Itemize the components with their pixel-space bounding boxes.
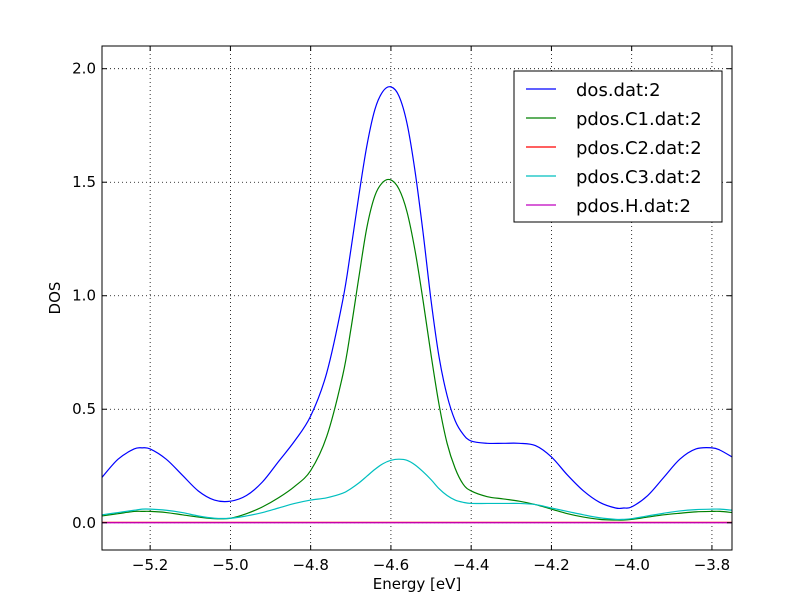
- x-tick-label: −5.2: [132, 556, 168, 574]
- y-tick-label: 1.5: [72, 173, 96, 191]
- series-line-dos-dat-2: [102, 86, 732, 510]
- x-tick-label: −4.0: [613, 556, 649, 574]
- x-tick-label: −4.6: [373, 556, 409, 574]
- legend-label: pdos.H.dat:2: [576, 196, 691, 217]
- x-axis-ticks: −5.2 −5.0 −4.8 −4.6 −4.4 −4.2 −4.0 −3.8: [132, 46, 730, 574]
- x-tick-label: −4.4: [453, 556, 489, 574]
- plot-frame: [101, 45, 733, 551]
- y-tick-label: 0.0: [72, 514, 96, 532]
- legend-label: pdos.C3.dat:2: [576, 167, 702, 188]
- legend-label: dos.dat:2: [576, 80, 661, 101]
- series-lines: [102, 86, 732, 524]
- x-tick-label: −5.0: [212, 556, 248, 574]
- x-axis-label: Energy [eV]: [373, 575, 461, 593]
- x-tick-label: −3.8: [694, 556, 730, 574]
- y-axis-label: DOS: [46, 282, 64, 315]
- y-tick-label: 2.0: [72, 60, 96, 78]
- y-axis-ticks: 0.0 0.5 1.0 1.5 2.0: [72, 60, 732, 532]
- legend-label: pdos.C2.dat:2: [576, 138, 702, 159]
- y-tick-label: 0.5: [72, 400, 96, 418]
- x-tick-label: −4.2: [533, 556, 569, 574]
- legend-label: pdos.C1.dat:2: [576, 109, 702, 130]
- x-tick-label: −4.8: [292, 556, 328, 574]
- y-tick-label: 1.0: [72, 287, 96, 305]
- legend: dos.dat:2 pdos.C1.dat:2 pdos.C2.dat:2 pdos.…: [513, 70, 723, 223]
- series-line-pdos-c3-dat-2: [102, 458, 732, 521]
